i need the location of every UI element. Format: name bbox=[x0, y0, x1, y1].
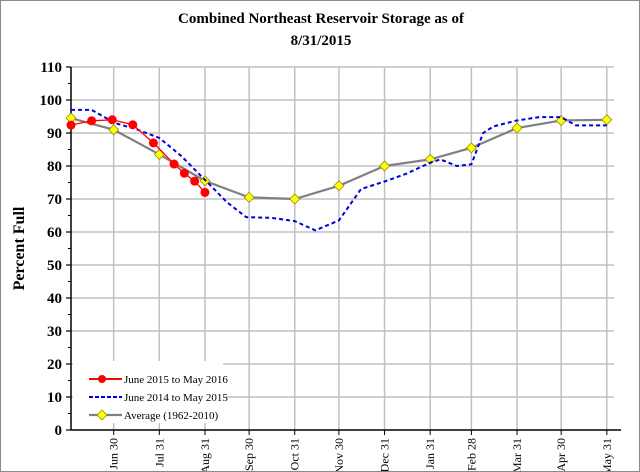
data-point-2015 bbox=[128, 120, 138, 130]
y-tick-label: 10 bbox=[47, 390, 62, 406]
x-tick-label: Jul 31 bbox=[152, 438, 166, 467]
chart-title-line-1: Combined Northeast Reservoir Storage as … bbox=[178, 11, 464, 27]
x-tick-label: Apr 30 bbox=[554, 438, 568, 472]
legend-box bbox=[73, 361, 223, 423]
data-point-2015 bbox=[87, 116, 97, 126]
legend-marker-circle bbox=[98, 375, 106, 383]
x-tick-label: Sep 30 bbox=[242, 438, 256, 471]
data-point-2015 bbox=[169, 159, 179, 169]
chart-title-line-2: 8/31/2015 bbox=[290, 33, 352, 49]
y-tick-label: 20 bbox=[47, 357, 62, 373]
x-tick-label: Aug 31 bbox=[198, 438, 212, 472]
data-point-2015 bbox=[200, 187, 210, 197]
x-tick-label: Dec 31 bbox=[378, 438, 392, 472]
legend-label: Average (1962-2010) bbox=[124, 410, 219, 422]
x-tick-label: Jan 31 bbox=[423, 438, 437, 469]
data-point-average bbox=[153, 148, 165, 160]
y-tick-label: 110 bbox=[40, 60, 62, 76]
x-tick-label: Jun 30 bbox=[107, 438, 121, 470]
data-point-average bbox=[379, 160, 391, 172]
x-tick-label: Nov 30 bbox=[332, 438, 346, 472]
data-point-average bbox=[108, 124, 120, 136]
x-tick-label: Mar 31 bbox=[510, 438, 524, 472]
x-tick-label: Oct 31 bbox=[288, 438, 302, 470]
data-point-2015 bbox=[107, 115, 117, 125]
legend-marker-diamond bbox=[96, 409, 108, 421]
y-tick-label: 70 bbox=[47, 192, 62, 208]
data-point-average bbox=[465, 142, 477, 154]
data-point-average bbox=[289, 193, 301, 205]
y-tick-label: 80 bbox=[47, 159, 62, 175]
y-tick-label: 0 bbox=[55, 423, 63, 439]
y-tick-label: 40 bbox=[47, 291, 62, 307]
y-tick-label: 50 bbox=[47, 258, 62, 274]
data-point-2015 bbox=[190, 176, 200, 186]
y-tick-label: 100 bbox=[40, 93, 63, 109]
legend-label: June 2015 to May 2016 bbox=[124, 374, 228, 386]
y-tick-label: 60 bbox=[47, 225, 62, 241]
data-point-average bbox=[601, 114, 613, 126]
x-tick-label: Feb 28 bbox=[464, 438, 478, 471]
x-tick-label: May 31 bbox=[600, 438, 614, 472]
series-line-1 bbox=[71, 108, 607, 232]
y-tick-label: 90 bbox=[47, 126, 62, 142]
data-point-average bbox=[243, 191, 255, 203]
data-point-average bbox=[424, 153, 436, 165]
data-point-2015 bbox=[179, 168, 189, 178]
data-point-2015 bbox=[148, 138, 158, 148]
y-axis-label: Percent Full bbox=[11, 206, 28, 290]
y-tick-label: 30 bbox=[47, 324, 62, 340]
data-point-2015 bbox=[66, 120, 76, 130]
data-point-average bbox=[333, 180, 345, 192]
legend-label: June 2014 to May 2015 bbox=[124, 392, 228, 404]
data-point-average bbox=[511, 122, 523, 134]
